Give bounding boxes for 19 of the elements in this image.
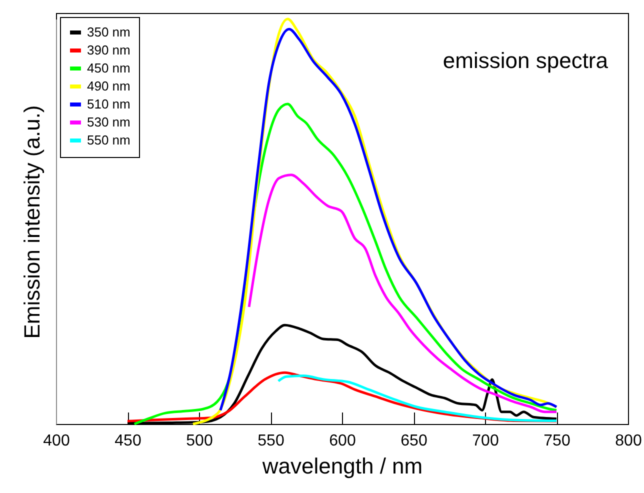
x-tick-label: 700 <box>472 432 499 450</box>
x-tick-label: 650 <box>400 432 428 450</box>
legend-label: 350 nm <box>87 24 130 40</box>
legend-label: 490 nm <box>87 78 130 94</box>
x-tick-label: 400 <box>43 432 70 450</box>
x-tick-label: 550 <box>258 432 284 450</box>
legend-label: 450 nm <box>87 60 130 76</box>
legend-label: 530 nm <box>87 114 130 130</box>
x-tick-label: 450 <box>114 432 142 450</box>
x-tick-label: 600 <box>329 432 356 450</box>
y-axis-title: Emission intensity (a.u.) <box>20 105 44 339</box>
x-tick-label: 800 <box>615 432 642 450</box>
x-tick-label: 500 <box>186 432 213 450</box>
x-tick-label: 750 <box>544 432 570 450</box>
annotation: emission spectra <box>442 48 609 73</box>
legend-label: 510 nm <box>87 96 130 112</box>
legend-label: 550 nm <box>87 132 130 148</box>
legend-label: 390 nm <box>87 42 130 58</box>
x-axis-title: wavelength / nm <box>261 454 423 478</box>
